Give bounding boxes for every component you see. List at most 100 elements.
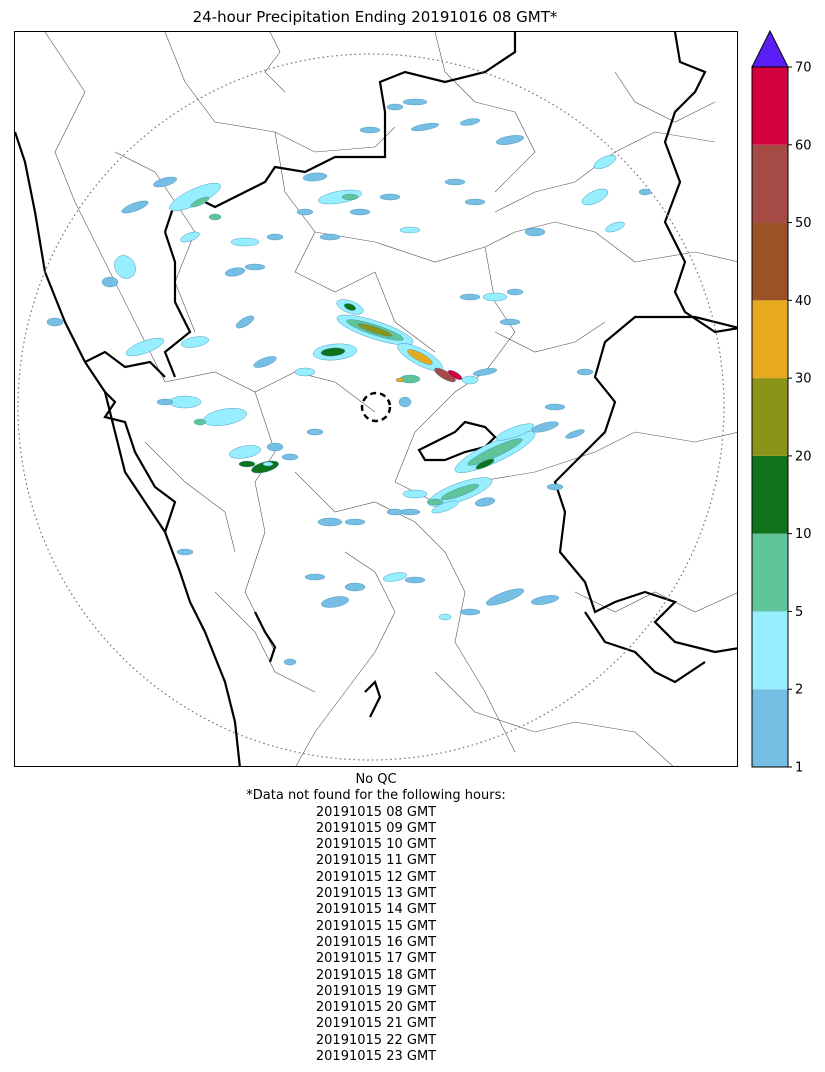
precipitation-cell [244, 263, 266, 271]
precipitation-cell [431, 500, 459, 514]
radar-range-ring [17, 53, 725, 761]
precipitation-cell [474, 497, 496, 507]
precipitation-cell [306, 428, 324, 436]
precipitation-cell [447, 370, 463, 380]
colorbar-tick-label: 70 [795, 61, 812, 76]
colorbar-tick-label: 40 [795, 294, 812, 309]
precipitation-cell [344, 582, 366, 592]
precipitation-cell [224, 267, 246, 277]
precipitation-cell [459, 608, 481, 616]
missing-hour-item: 20191015 14 GMT [315, 902, 437, 918]
precipitation-cell [495, 135, 525, 145]
precipitation-cell [544, 403, 566, 411]
precipitation-cell [156, 398, 174, 406]
colorbar-tick-label: 60 [795, 138, 812, 153]
precipitation-cell [565, 429, 585, 439]
precipitation-cell [464, 198, 486, 206]
precipitation-cell [404, 576, 426, 584]
precipitation-cell [203, 408, 247, 426]
precipitation-cell [230, 237, 260, 247]
precipitation-cell [101, 276, 119, 288]
precipitation-cell [320, 596, 350, 608]
precipitation-cell [411, 122, 439, 132]
missing-hour-item: 20191015 13 GMT [315, 886, 437, 902]
precipitation-cell [266, 233, 284, 241]
precipitation-cell [593, 154, 617, 170]
precipitation-cell [438, 613, 452, 621]
precipitation-cell [208, 213, 222, 221]
precipitation-cell [349, 208, 371, 216]
precipitation-cell [472, 368, 498, 376]
precipitation-cell [605, 221, 625, 233]
missing-hour-item: 20191015 11 GMT [315, 853, 437, 869]
precipitation-cell [440, 483, 480, 501]
precipitation-cell [176, 548, 194, 556]
precipitation-cell [190, 196, 210, 208]
missing-hour-item: 20191015 19 GMT [315, 983, 437, 999]
missing-hour-item: 20191015 10 GMT [315, 837, 437, 853]
precipitation-cell [531, 421, 559, 433]
precipitation-cell [283, 658, 297, 666]
precipitation-cell [46, 317, 64, 327]
precipitation-cell [581, 188, 609, 206]
colorbar-segment [752, 67, 788, 145]
precipitation-cell [302, 172, 328, 182]
missing-hour-item: 20191015 20 GMT [315, 1000, 437, 1016]
precipitation-cell [461, 375, 479, 385]
colorbar-extend-arrow [751, 29, 789, 68]
precipitation-cell [253, 356, 277, 368]
radar-site-marker [360, 391, 392, 423]
missing-hour-item: 20191015 21 GMT [315, 1016, 437, 1032]
precipitation-cell [319, 233, 341, 241]
colorbar-segment [752, 455, 788, 534]
precipitation-cell [168, 395, 202, 409]
missing-hour-item: 20191015 17 GMT [315, 951, 437, 967]
precipitation-cell [379, 193, 401, 201]
colorbar-tick-label: 10 [795, 527, 812, 542]
precipitation-cell [402, 489, 428, 499]
precipitation-cell [576, 368, 594, 376]
figure-notes: No QC *Data not found for the following … [14, 772, 738, 1065]
colorbar-segment [752, 300, 788, 379]
precipitation-cell [395, 377, 405, 383]
precipitation-cell [426, 498, 444, 506]
colorbar-tick-label: 5 [795, 605, 803, 620]
precipitation-cell [402, 98, 428, 106]
district-boundaries [44, 32, 737, 766]
qc-status: No QC [355, 772, 397, 787]
missing-hours-list: 20191015 08 GMT 20191015 09 GMT 20191015 1… [14, 805, 738, 1066]
precipitation-cell [475, 458, 495, 470]
precipitation-cell [341, 193, 359, 201]
precipitation-cell [459, 293, 481, 301]
precipitation-cell [382, 572, 408, 582]
precipitation-cell [235, 315, 255, 329]
precipitation-cell [499, 318, 521, 326]
precipitation-cell [114, 255, 136, 279]
precipitation-cell [399, 226, 421, 234]
precipitation-cell [485, 588, 525, 606]
precipitation-map [14, 31, 738, 767]
colorbar-tick-label: 50 [795, 216, 812, 231]
colorbar-tick-label: 30 [795, 372, 812, 387]
precipitation-cells [46, 98, 652, 666]
precipitation-cell [344, 518, 366, 526]
precipitation-cell [229, 445, 261, 459]
precipitation-cell [524, 227, 546, 237]
precipitation-cell [495, 423, 535, 441]
precipitation-cell [638, 188, 652, 196]
precipitation-cell [482, 292, 508, 302]
precipitation-cell [238, 460, 256, 468]
state-boundaries [15, 32, 737, 766]
missing-hour-item: 20191015 16 GMT [315, 934, 437, 950]
precipitation-cell [266, 442, 284, 452]
colorbar-tick-label: 2 [795, 683, 803, 698]
precipitation-cell [121, 200, 149, 214]
precipitation-cell [386, 103, 404, 111]
colorbar-outline [751, 66, 789, 768]
precipitation-cell [320, 347, 346, 357]
precipitation-cell [407, 349, 433, 365]
precipitation-cell [359, 126, 381, 134]
precipitation-cell [180, 231, 200, 243]
map-title: 24-hour Precipitation Ending 20191016 08… [192, 8, 558, 26]
precipitation-cell [193, 418, 207, 426]
